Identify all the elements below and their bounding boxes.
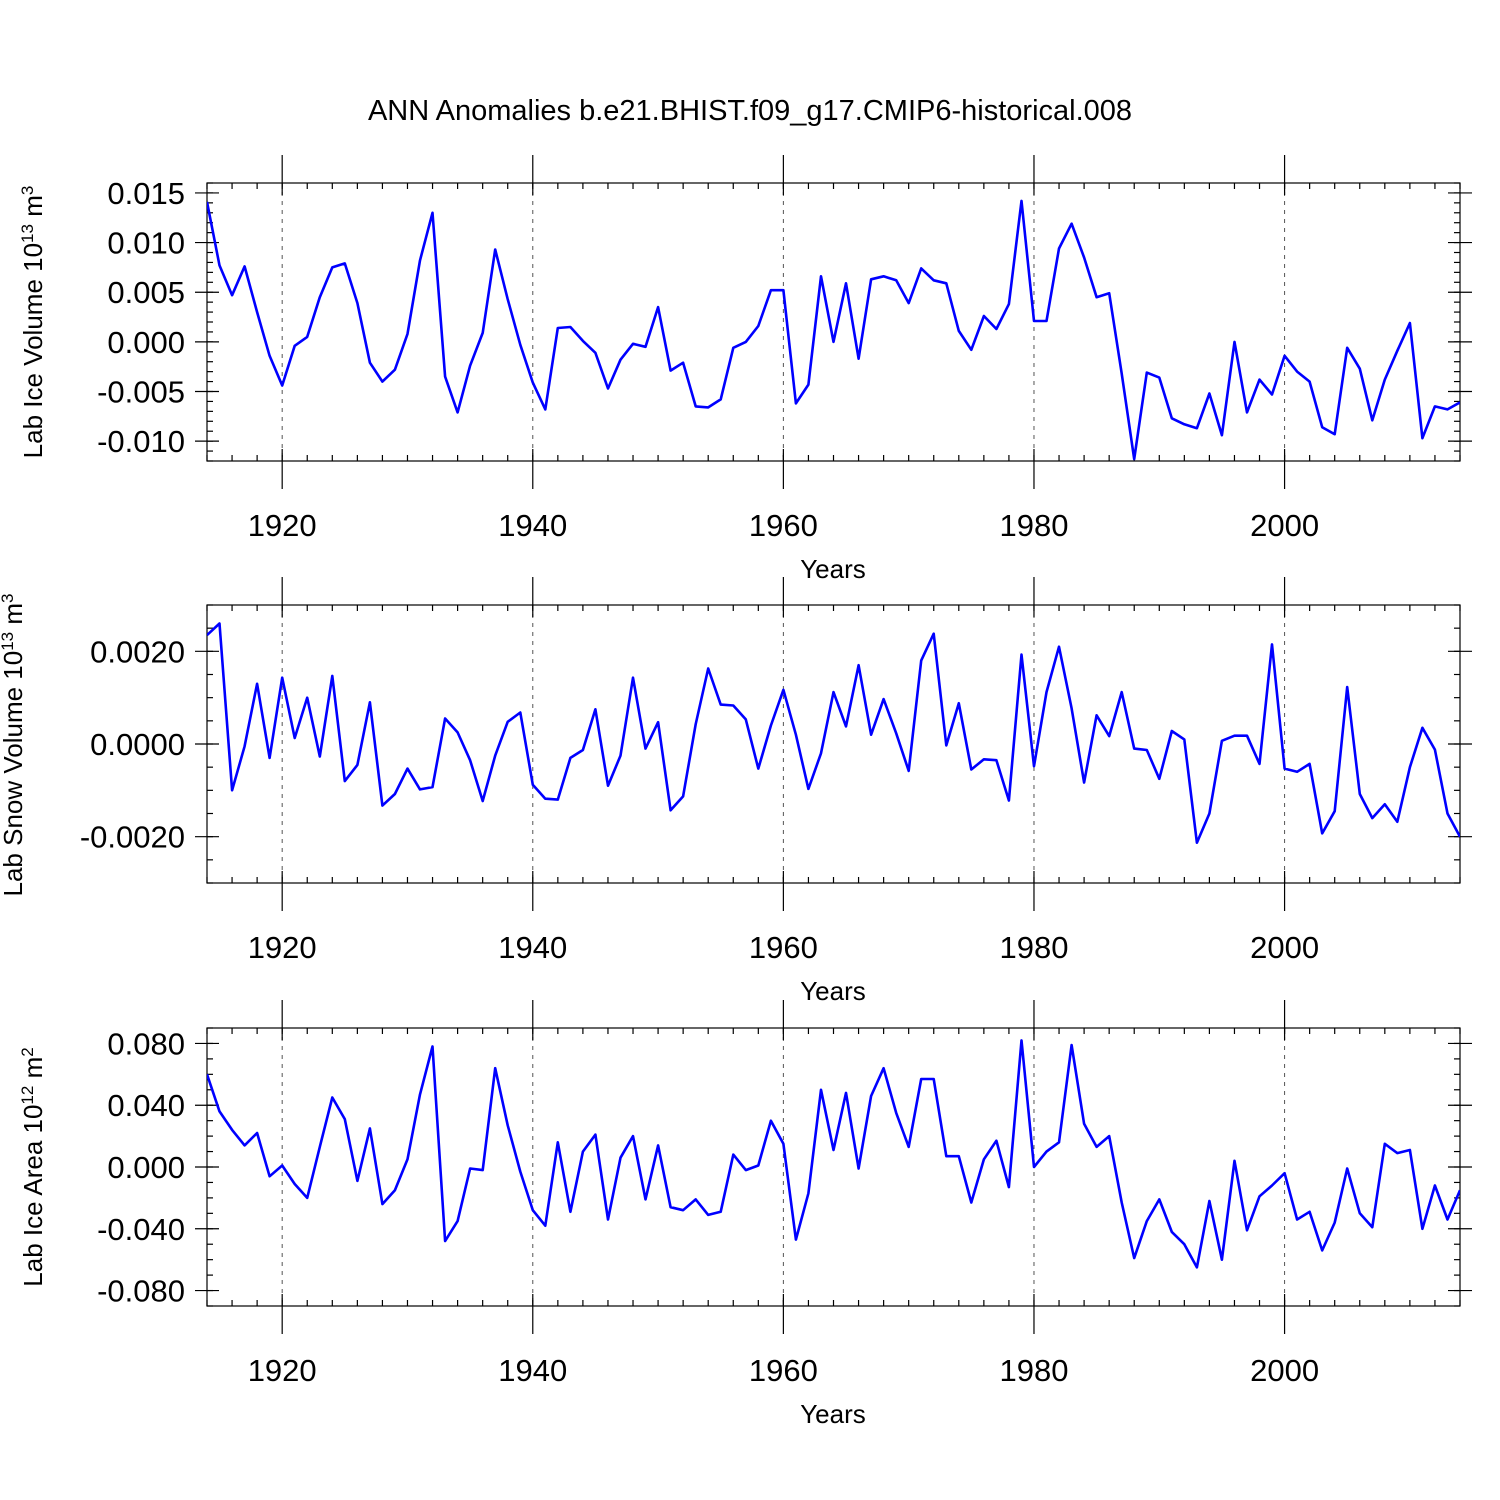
x-tick-label: 2000: [1250, 508, 1319, 543]
y-tick-label: -0.005: [97, 375, 185, 410]
series-line-ice-area: [207, 1039, 1460, 1269]
x-tick-label: 1980: [999, 1353, 1068, 1388]
x-tick-label: 2000: [1250, 930, 1319, 965]
x-tick-label: 1920: [248, 930, 317, 965]
y-tick-label: 0.000: [107, 1150, 185, 1185]
xlabel-ice-area: Years: [800, 1399, 866, 1429]
y-tick-label: 0.005: [107, 275, 185, 310]
y-tick-label: -0.080: [97, 1274, 185, 1309]
x-tick-label: 2000: [1250, 1353, 1319, 1388]
plot-frame: [206, 1027, 1461, 1307]
x-tick-label: 1920: [248, 1353, 317, 1388]
ylabel-snow-volume: Lab Snow Volume 1013 m3: [0, 593, 28, 896]
panel-ice-volume: Lab Ice Volume 1013 m3 Years -0.010 -0.00…: [18, 155, 1472, 584]
y-tick-label: 0.040: [107, 1088, 185, 1123]
y-tick-label: 0.015: [107, 176, 185, 211]
x-tick-label: 1980: [999, 508, 1068, 543]
panel-ice-area: Lab Ice Area 1012 m2 Years -0.080 -0.040 0…: [18, 1000, 1472, 1429]
y-tick-label: 0.0000: [90, 727, 185, 762]
x-tick-label: 1940: [498, 1353, 567, 1388]
y-tick-label: 0.000: [107, 325, 185, 360]
plot-frame: [206, 182, 1461, 462]
x-tick-label: 1920: [248, 508, 317, 543]
x-tick-label: 1960: [749, 508, 818, 543]
xlabel-snow-volume: Years: [800, 976, 866, 1006]
y-tick-label: 0.010: [107, 226, 185, 261]
ylabel-ice-volume: Lab Ice Volume 1013 m3: [18, 186, 49, 459]
xlabel-ice-volume: Years: [800, 554, 866, 584]
panel-snow-volume: Lab Snow Volume 1013 m3 Years -0.0020 0.0…: [0, 577, 1472, 1006]
x-tick-label: 1940: [498, 508, 567, 543]
y-tick-label: -0.0020: [80, 820, 185, 855]
y-tick-label: -0.010: [97, 424, 185, 459]
y-tick-label: 0.080: [107, 1026, 185, 1061]
y-tick-label: -0.040: [97, 1212, 185, 1247]
y-tick-label: 0.0020: [90, 634, 185, 669]
ylabel-ice-area: Lab Ice Area 1012 m2: [18, 1047, 49, 1286]
x-tick-label: 1960: [749, 1353, 818, 1388]
series-line-ice-volume: [207, 199, 1460, 461]
x-tick-label: 1960: [749, 930, 818, 965]
x-tick-label: 1980: [999, 930, 1068, 965]
series-line-snow-volume: [207, 622, 1460, 845]
x-tick-label: 1940: [498, 930, 567, 965]
chart-title: ANN Anomalies b.e21.BHIST.f09_g17.CMIP6-…: [368, 95, 1132, 127]
